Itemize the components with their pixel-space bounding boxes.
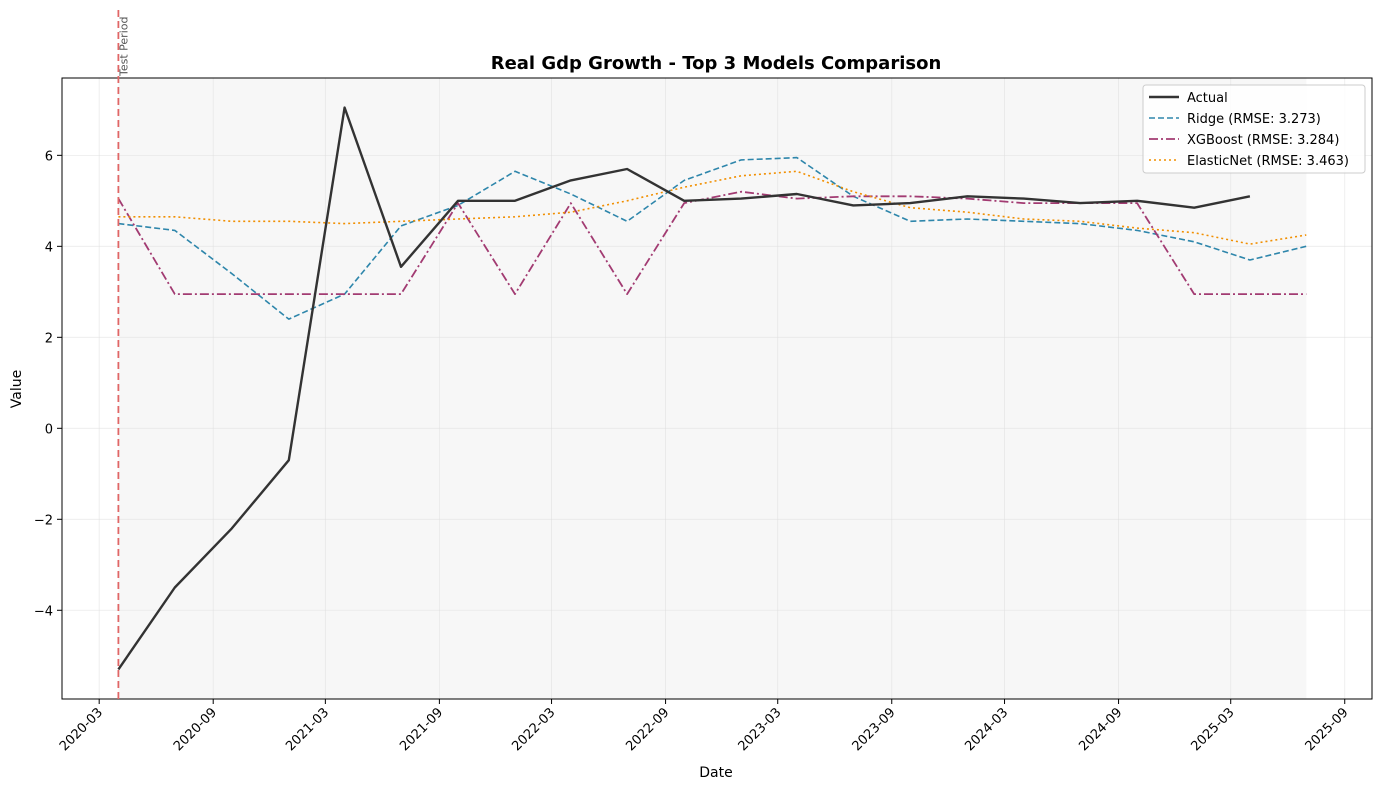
legend-label: Ridge (RMSE: 3.273): [1187, 112, 1321, 127]
series-line-elasticnet: [118, 170, 1307, 245]
test-period-label: Test Period: [117, 17, 130, 77]
legend-box: [1142, 84, 1366, 174]
series-lines: [117, 106, 1307, 671]
legend-label: Actual: [1187, 91, 1228, 106]
x-tick-label: 2021-09: [397, 705, 446, 754]
y-tick-label: 2: [45, 331, 53, 346]
y-tick-label: 6: [45, 149, 53, 164]
x-tick-label: 2020-09: [171, 705, 220, 754]
y-tick-label: −4: [34, 604, 53, 619]
plot-frame: [61, 77, 1373, 700]
test-period-shading: [118, 78, 1307, 699]
series-line-actual: [117, 106, 1251, 671]
legend: Actual Ridge (RMSE: 3.273) XGBoost (RMSE: …: [1142, 84, 1366, 174]
legend-label: ElasticNet (RMSE: 3.463): [1187, 154, 1349, 169]
x-tick-label: 2024-03: [962, 705, 1011, 754]
x-tick-label: 2021-03: [283, 705, 332, 754]
x-tick-label: 2025-09: [1303, 705, 1352, 754]
y-tick-label: 0: [45, 422, 53, 437]
y-tick-label: −2: [34, 513, 53, 528]
x-tick-label: 2020-03: [57, 705, 106, 754]
series-line-ridge: [118, 156, 1307, 320]
y-axis-label: Value: [9, 370, 25, 408]
axes: [57, 10, 1373, 704]
grid-lines: [62, 78, 1372, 699]
x-tick-label: 2025-03: [1189, 705, 1238, 754]
x-tick-label: 2023-09: [850, 705, 899, 754]
x-tick-label: 2024-09: [1076, 705, 1125, 754]
y-tick-label: 4: [45, 240, 53, 255]
x-axis-label: Date: [699, 765, 732, 781]
legend-label: XGBoost (RMSE: 3.284): [1187, 133, 1339, 148]
x-tick-label: 2022-09: [623, 705, 672, 754]
x-tick-label: 2022-03: [509, 705, 558, 754]
plot-area: [62, 78, 1372, 699]
x-tick-label: 2023-03: [736, 705, 785, 754]
chart-title: Real Gdp Growth - Top 3 Models Compariso…: [491, 53, 942, 74]
